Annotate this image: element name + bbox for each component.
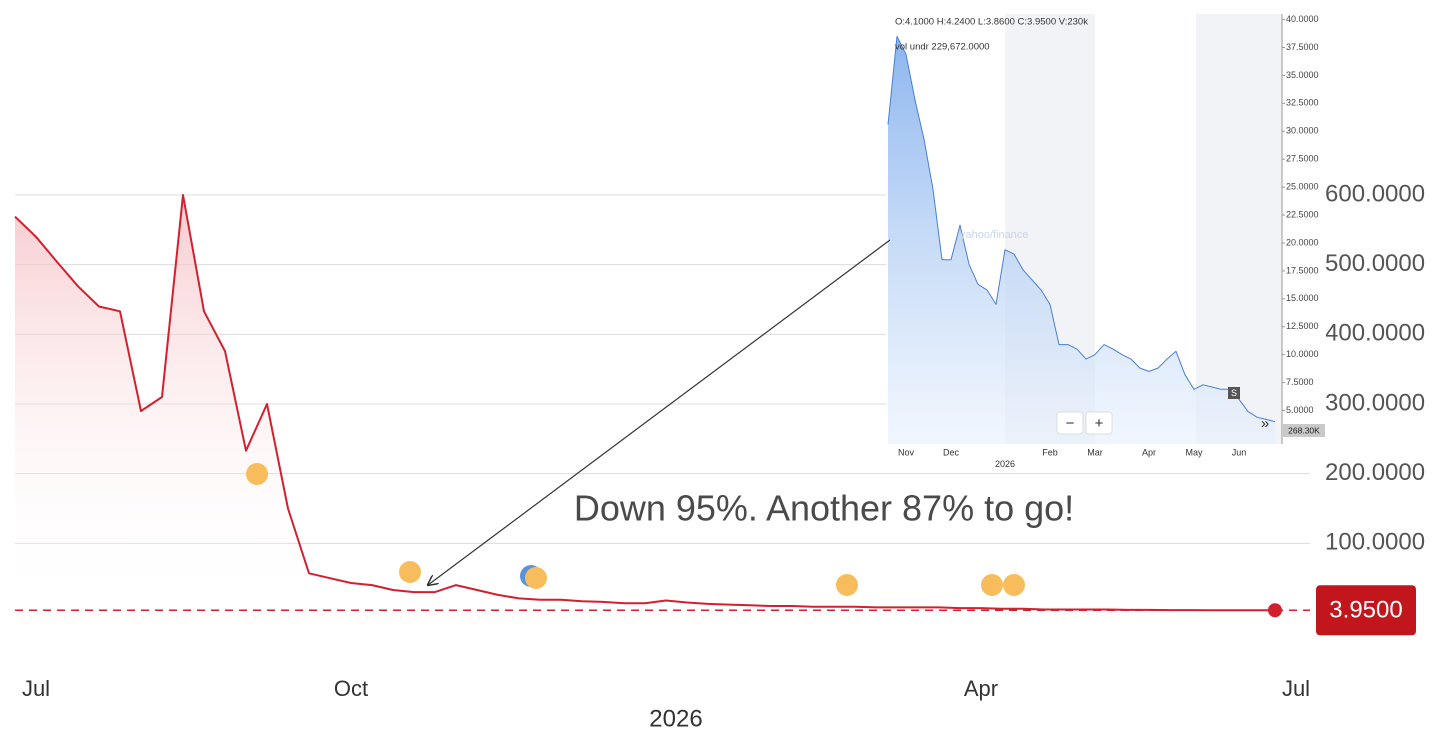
y-tick-label: 17.5000 [1286,265,1319,275]
annotation: Down 95%. Another 87% to go! [574,488,1074,529]
control-label[interactable]: − [1066,415,1075,432]
price-line [887,35,1276,423]
event-dot[interactable] [525,567,547,589]
y-tick-label: 25.0000 [1286,181,1319,191]
y-tick-label: 300.0000 [1325,389,1425,416]
control-label[interactable]: + [1095,415,1104,432]
y-tick-label: 27.5000 [1286,154,1319,164]
zoom-button[interactable] [1056,411,1084,435]
x-tick-label: 2026 [995,459,1015,469]
y-tick-label: 400.0000 [1325,320,1425,347]
y-tick-label: 600.0000 [1325,180,1425,207]
x-tick-label: Jul [22,676,50,701]
event-dot[interactable] [399,561,421,583]
event-marker: S [1231,388,1237,398]
zoom-button[interactable] [1085,411,1113,435]
y-tick-label: 100.0000 [1325,529,1425,556]
x-tick-label: Oct [334,676,368,701]
x-tick-label: Nov [898,447,915,457]
y-tick-label: 37.5000 [1286,42,1319,52]
x-tick-label: Apr [964,676,998,701]
x-tick-label: May [1185,447,1203,457]
y-tick-label: 30.0000 [1286,126,1319,136]
x-tick-label: Jul [1282,676,1310,701]
x-tick-label: Jun [1232,447,1247,457]
last-price-label: 3.9500 [1329,597,1402,624]
x-tick-label: Dec [943,447,960,457]
event-marker-box [1228,387,1240,399]
main-chart: 100.0000 200.0000 300.0000 400.0000 500.0000… [14,180,1425,732]
event-dots [246,463,1025,596]
arrow [428,239,891,585]
event-dot[interactable] [246,463,268,485]
event-dot[interactable] [981,574,1003,596]
y-tick-label: 5.0000 [1286,405,1314,415]
y-tick-label: 10.0000 [1286,349,1319,359]
y-tick-label: 15.0000 [1286,293,1319,303]
y-tick-label: 200.0000 [1325,459,1425,486]
y-tick-label: 40.0000 [1286,14,1319,24]
year-label: 2026 [649,705,702,732]
event-dot[interactable] [1003,574,1025,596]
y-tick-label: 32.5000 [1286,98,1319,108]
last-volume-label: 268.30K [1288,425,1320,435]
event-dot[interactable] [836,574,858,596]
watermark: yahoo/finance [960,229,1029,241]
inset-shade [1196,14,1282,444]
volume-header: vol undr 229,672.0000 [895,42,990,53]
y-tick-label: 12.5000 [1286,321,1319,331]
y-tick-label: 22.5000 [1286,209,1319,219]
inset-chart: 5.0000 7.5000 10.0000 12.5000 15.0000 17.5000… [886,8,1326,469]
y-tick-label: 35.0000 [1286,70,1319,80]
ohlc-header: O:4.1000 H:4.2400 L:3.8600 C:3.9500 V:23… [895,17,1088,28]
control-label[interactable]: » [1261,415,1269,432]
volume-box [1283,424,1325,437]
x-tick-label: Mar [1087,447,1103,457]
y-tick-label: 20.0000 [1286,237,1319,247]
area [888,36,1275,445]
x-tick-label: Apr [1142,447,1156,457]
x-tick-label: Feb [1042,447,1058,457]
last-price-box [1316,585,1416,636]
last-point [1268,603,1282,618]
y-tick-label: 500.0000 [1325,250,1425,277]
y-tick-label: 7.5000 [1286,377,1314,387]
